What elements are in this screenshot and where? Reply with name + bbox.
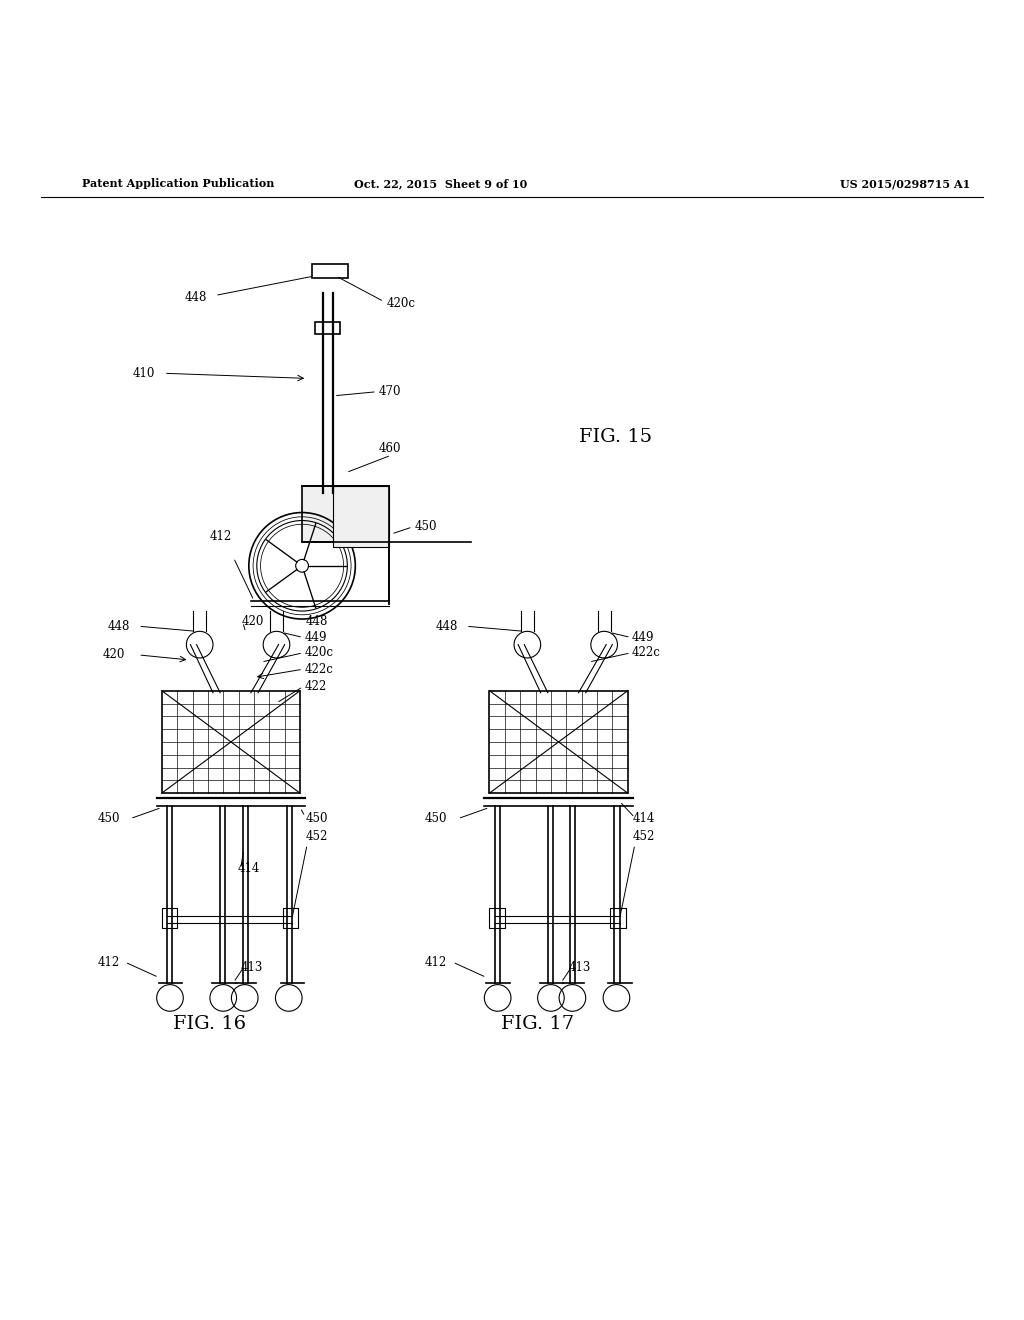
Text: 450: 450 — [415, 520, 437, 533]
Text: 450: 450 — [97, 812, 120, 825]
Bar — [162, 690, 300, 793]
Text: 449: 449 — [632, 631, 654, 644]
Bar — [315, 322, 340, 334]
Text: Oct. 22, 2015  Sheet 9 of 10: Oct. 22, 2015 Sheet 9 of 10 — [353, 178, 527, 189]
Text: 412: 412 — [425, 956, 447, 969]
Bar — [283, 908, 298, 928]
Text: 414: 414 — [238, 862, 260, 875]
Text: 452: 452 — [305, 830, 328, 842]
Text: Patent Application Publication: Patent Application Publication — [82, 178, 274, 189]
Text: 448: 448 — [108, 619, 130, 632]
Text: 450: 450 — [305, 812, 328, 825]
Text: 420: 420 — [242, 615, 264, 627]
Text: 450: 450 — [425, 812, 447, 825]
Bar — [312, 264, 348, 279]
Text: 470: 470 — [379, 385, 401, 399]
Text: 460: 460 — [379, 441, 401, 454]
Bar — [302, 486, 389, 543]
Text: 422: 422 — [304, 680, 327, 693]
Text: FIG. 16: FIG. 16 — [173, 1015, 247, 1032]
Text: 414: 414 — [633, 812, 655, 825]
Text: FIG. 15: FIG. 15 — [579, 428, 651, 446]
Text: 420c: 420c — [387, 297, 416, 310]
Text: 412: 412 — [210, 529, 232, 543]
Text: FIG. 17: FIG. 17 — [501, 1015, 574, 1032]
Text: 448: 448 — [184, 290, 207, 304]
Bar — [162, 908, 177, 928]
Text: 413: 413 — [241, 961, 263, 974]
Bar — [489, 908, 505, 928]
Circle shape — [296, 560, 308, 572]
Text: 448: 448 — [305, 615, 328, 627]
Text: 410: 410 — [133, 367, 156, 380]
Text: 412: 412 — [97, 956, 120, 969]
Text: 448: 448 — [435, 619, 458, 632]
Text: 420: 420 — [102, 648, 125, 661]
Text: 449: 449 — [304, 631, 327, 644]
Bar — [333, 486, 389, 548]
Text: 413: 413 — [568, 961, 591, 974]
Text: US 2015/0298715 A1: US 2015/0298715 A1 — [840, 178, 970, 189]
Text: 422c: 422c — [304, 663, 333, 676]
Bar — [610, 908, 626, 928]
Text: 452: 452 — [633, 830, 655, 842]
Bar — [489, 690, 628, 793]
Text: 420c: 420c — [304, 647, 333, 659]
Text: 422c: 422c — [632, 647, 660, 659]
